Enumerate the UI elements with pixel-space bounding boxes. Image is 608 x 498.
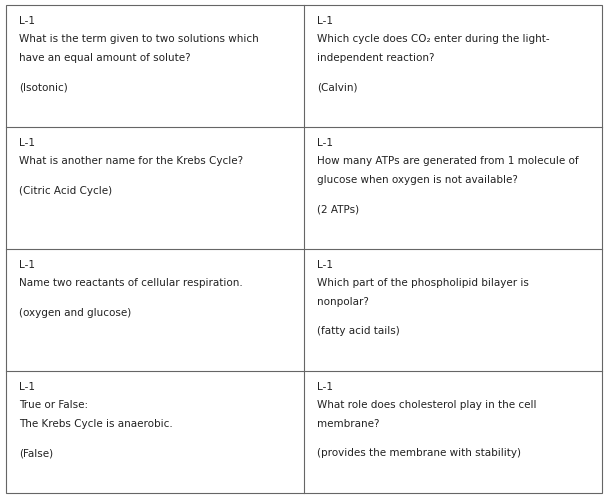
Text: L-1: L-1 — [317, 382, 333, 392]
Text: (fatty acid tails): (fatty acid tails) — [317, 326, 400, 336]
Text: (Calvin): (Calvin) — [317, 82, 358, 92]
Text: glucose when oxygen is not available?: glucose when oxygen is not available? — [317, 175, 518, 185]
Text: L-1: L-1 — [317, 138, 333, 148]
Text: L-1: L-1 — [19, 260, 35, 270]
Text: nonpolar?: nonpolar? — [317, 297, 369, 307]
Text: How many ATPs are generated from 1 molecule of: How many ATPs are generated from 1 molec… — [317, 156, 579, 166]
Text: L-1: L-1 — [317, 16, 333, 26]
Text: (2 ATPs): (2 ATPs) — [317, 204, 359, 214]
Text: Which cycle does CO₂ enter during the light-: Which cycle does CO₂ enter during the li… — [317, 34, 550, 44]
Text: independent reaction?: independent reaction? — [317, 53, 435, 63]
Text: (oxygen and glucose): (oxygen and glucose) — [19, 308, 131, 318]
Text: (Isotonic): (Isotonic) — [19, 82, 68, 92]
Text: The Krebs Cycle is anaerobic.: The Krebs Cycle is anaerobic. — [19, 419, 173, 429]
Text: (provides the membrane with stability): (provides the membrane with stability) — [317, 448, 521, 458]
Text: What is another name for the Krebs Cycle?: What is another name for the Krebs Cycle… — [19, 156, 243, 166]
Text: (Citric Acid Cycle): (Citric Acid Cycle) — [19, 186, 112, 196]
Text: L-1: L-1 — [19, 16, 35, 26]
Text: L-1: L-1 — [317, 260, 333, 270]
Text: L-1: L-1 — [19, 138, 35, 148]
Text: (False): (False) — [19, 448, 54, 458]
Text: L-1: L-1 — [19, 382, 35, 392]
Text: membrane?: membrane? — [317, 419, 379, 429]
Text: have an equal amount of solute?: have an equal amount of solute? — [19, 53, 191, 63]
Text: Which part of the phospholipid bilayer is: Which part of the phospholipid bilayer i… — [317, 278, 529, 288]
Text: What role does cholesterol play in the cell: What role does cholesterol play in the c… — [317, 400, 537, 410]
Text: True or False:: True or False: — [19, 400, 88, 410]
Text: What is the term given to two solutions which: What is the term given to two solutions … — [19, 34, 259, 44]
Text: Name two reactants of cellular respiration.: Name two reactants of cellular respirati… — [19, 278, 243, 288]
